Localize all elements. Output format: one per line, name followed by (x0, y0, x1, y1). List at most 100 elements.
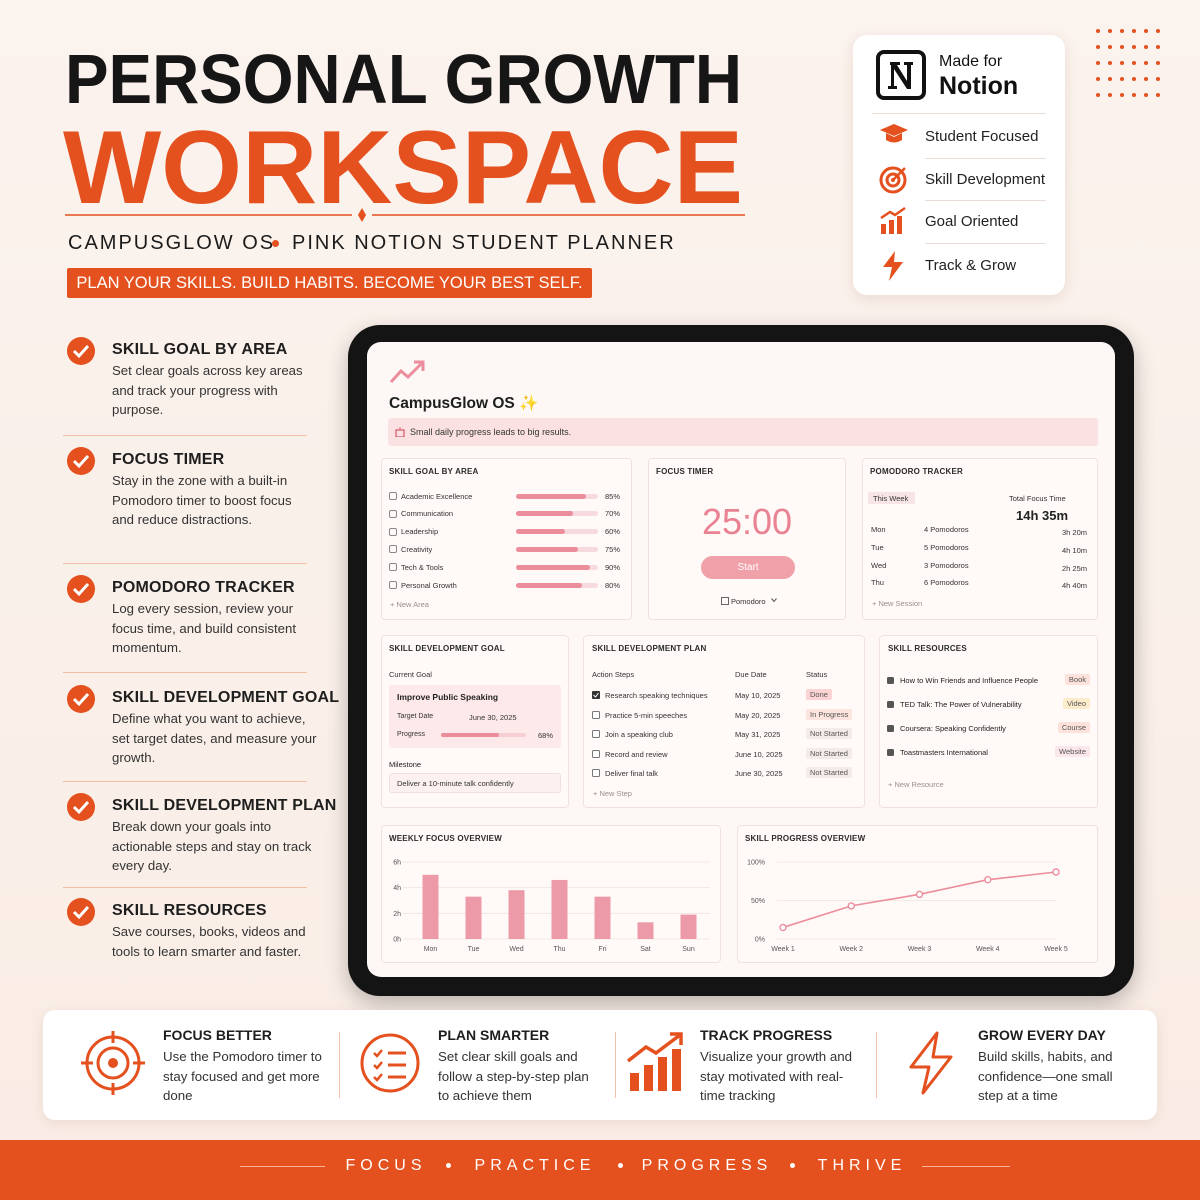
status: Not Started (806, 728, 852, 739)
x-tick-label: Week 3 (908, 946, 932, 953)
diamond (358, 208, 366, 222)
icon-part (886, 133, 902, 143)
footer-band (0, 1140, 1200, 1200)
session-time: 4h 10m (1061, 545, 1087, 555)
badge-item: Goal Oriented (925, 213, 1019, 230)
icon-part (1144, 93, 1148, 97)
icon-part (67, 447, 95, 475)
icon-part (395, 429, 405, 437)
line (782, 871, 1057, 929)
goal-value: 68% (538, 730, 554, 740)
check-icon (67, 793, 95, 821)
benefit-divider (339, 1032, 340, 1098)
card-title: POMODORO TRACKER (870, 467, 963, 477)
area-bar (516, 582, 582, 588)
x-tick-label: Sat (640, 946, 651, 953)
card-title: SKILL GOAL BY AREA (389, 467, 479, 477)
area-name: Creativity (401, 544, 433, 554)
icon-part (388, 1051, 406, 1079)
due-date: May 20, 2025 (735, 710, 781, 720)
card-title: SKILL RESOURCES (888, 644, 967, 654)
feature-text: Stay in the zone with a built-in Pomodor… (112, 473, 292, 527)
icon-part (881, 224, 886, 234)
benefit-title: FOCUS BETTER (163, 1026, 272, 1043)
icon-part (1120, 77, 1124, 81)
area-bar (516, 546, 578, 552)
icon-part (1120, 45, 1124, 49)
benefit-icon (360, 1033, 420, 1093)
period: This Week (873, 493, 909, 503)
icon-part (389, 361, 424, 384)
x-tick-label: Week 5 (1044, 946, 1068, 953)
area-name: Leadership (401, 527, 439, 537)
status: Not Started (806, 767, 852, 778)
badge-rule (925, 200, 1046, 201)
area-bar (516, 564, 590, 570)
checkbox (592, 750, 600, 758)
app-card (862, 458, 1098, 620)
x-tick-label: Week 2 (839, 946, 863, 953)
benefit-divider (876, 1032, 877, 1098)
feature-text: Define what you want to achieve, set tar… (112, 711, 317, 765)
icon-part (1108, 45, 1112, 49)
app-card (583, 635, 865, 808)
feature-title: FOCUS TIMER (112, 451, 225, 469)
icon-part (879, 166, 907, 194)
resource: Coursera: Speaking Confidently (900, 723, 1006, 733)
footer-word: PROGRESS (641, 1157, 773, 1174)
check-icon (67, 337, 95, 365)
icon-part (1132, 77, 1136, 81)
resource-icon (887, 700, 894, 708)
chevron (771, 598, 777, 603)
point (779, 923, 787, 932)
x-tick-label: Wed (509, 946, 523, 953)
icon-part (593, 692, 599, 698)
icon-part (1096, 29, 1100, 33)
period-pill (868, 492, 915, 504)
y-tick-label: 6h (393, 860, 401, 867)
icon-part (670, 1032, 683, 1045)
y-tick-label: 0h (393, 937, 401, 944)
due-date: June 30, 2025 (735, 768, 783, 778)
total: 14h 35m (1016, 508, 1069, 524)
icon-part (67, 793, 95, 821)
tagline: PLAN YOUR SKILLS. BUILD HABITS. BECOME Y… (67, 268, 592, 298)
app-card (381, 458, 632, 620)
due-date: May 31, 2025 (735, 729, 781, 739)
icon-part (892, 167, 906, 181)
step: Practice 5-min speeches (605, 710, 688, 720)
icon-part (1156, 61, 1160, 65)
icon-part (630, 1073, 639, 1091)
check-icon (67, 575, 95, 603)
start-button[interactable]: Start (701, 556, 795, 579)
icon-part (1108, 29, 1112, 33)
icon-part (1132, 61, 1136, 65)
icon-part (658, 1057, 667, 1091)
feature-rule (63, 887, 307, 888)
card-title: SKILL DEVELOPMENT GOAL (389, 644, 505, 654)
badge-item: Track & Grow (925, 257, 1017, 274)
x-tick-label: Fri (598, 946, 607, 953)
bullet (272, 240, 279, 247)
icon-part (1120, 29, 1124, 33)
step: Record and review (605, 749, 668, 759)
app-card (879, 635, 1098, 808)
point (847, 902, 855, 910)
icon-part (1132, 29, 1136, 33)
icon-part (1144, 45, 1148, 49)
icon-part (1096, 77, 1100, 81)
session-time: 2h 25m (1061, 563, 1087, 573)
feature-rule (63, 563, 307, 564)
y-tick-label: 2h (393, 911, 401, 918)
badge-item: Skill Development (925, 171, 1046, 188)
icon-part (389, 581, 397, 589)
badge-icon (880, 206, 906, 234)
x-tick-label: Mon (424, 946, 438, 953)
area-bar (516, 529, 566, 535)
banner-text: Small daily progress leads to big result… (410, 426, 572, 437)
footer-rule (922, 1166, 1010, 1167)
area-icon (389, 492, 397, 500)
icon-part (1096, 61, 1100, 65)
